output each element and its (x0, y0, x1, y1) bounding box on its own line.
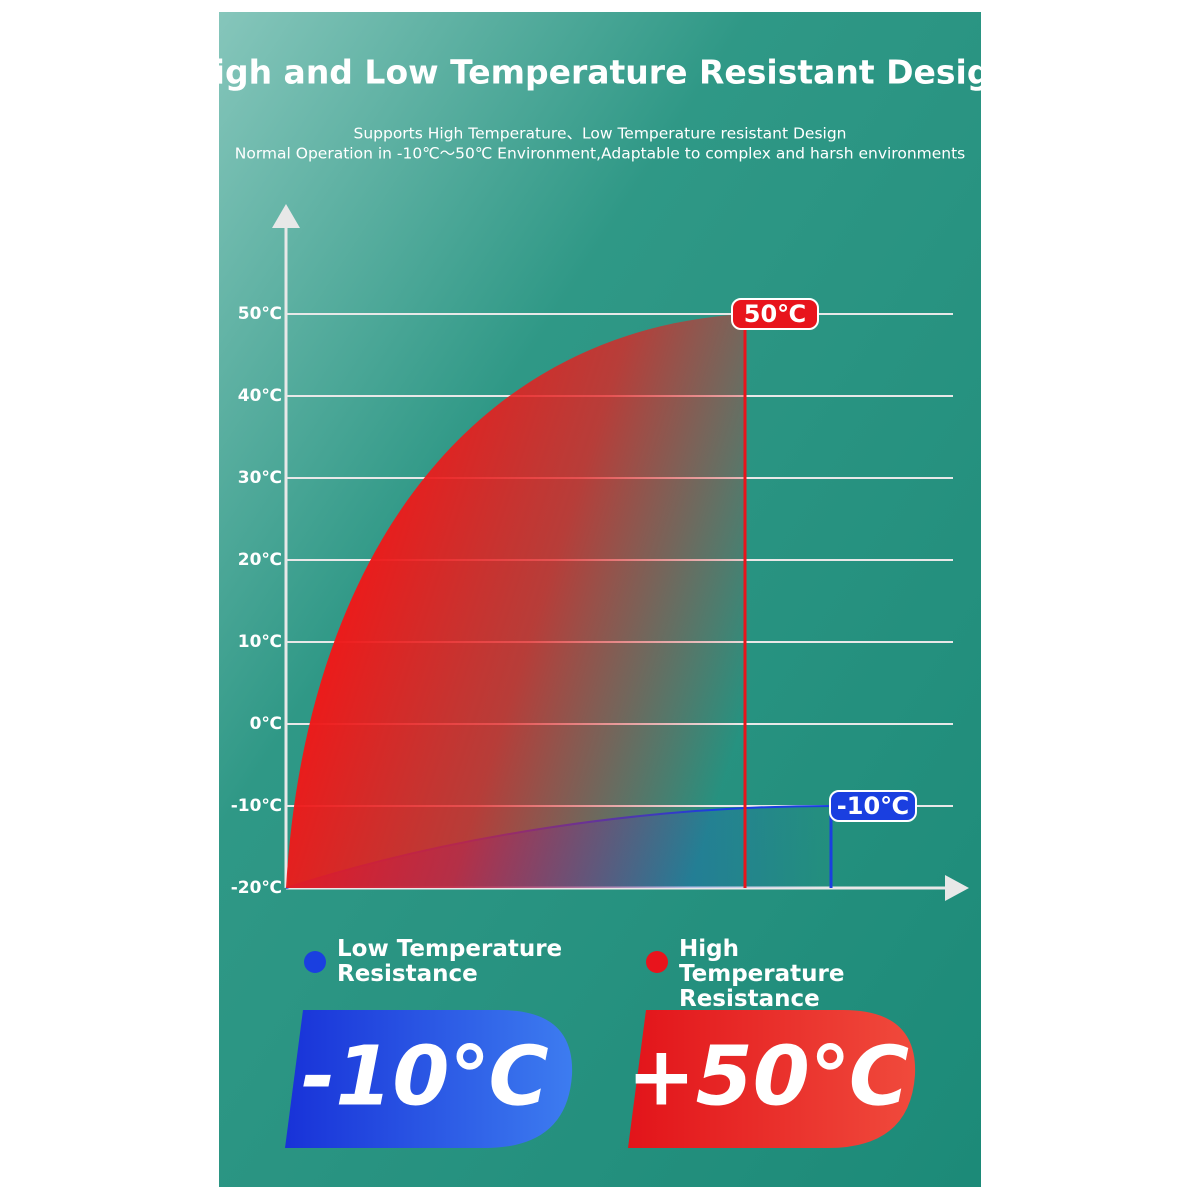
y-tick-label: 50℃ (238, 304, 282, 324)
y-tick-label: -10℃ (231, 796, 282, 816)
x-axis-arrow (945, 875, 969, 901)
badge-label: -10℃ (301, 1029, 548, 1124)
value-label: -10℃ (837, 792, 909, 820)
badge-label: +50℃ (627, 1029, 909, 1124)
y-tick-label: 40℃ (238, 386, 282, 406)
chart-title: High and Low Temperature Resistant Desig… (186, 53, 1014, 92)
legend-label: High Temperature Resistance (679, 936, 845, 1012)
area (286, 314, 745, 888)
value-pill (731, 298, 819, 330)
legend-marker (646, 951, 668, 973)
y-tick-label: 30℃ (238, 468, 282, 488)
legend-label: Low Temperature Resistance (337, 936, 563, 987)
y-tick-label: 20℃ (238, 550, 282, 570)
badge (628, 1010, 916, 1148)
subtitle: Normal Operation in -10℃～50℃ Environment… (235, 145, 966, 163)
y-tick-label: 0℃ (250, 714, 282, 734)
value-pill (829, 790, 917, 822)
legend-marker (304, 951, 326, 973)
y-axis-arrow (272, 204, 300, 228)
badge (285, 1010, 573, 1148)
y-tick-label: -20℃ (231, 878, 282, 898)
y-tick-label: 10℃ (238, 632, 282, 652)
subtitle: Supports High Temperature、Low Temperatur… (353, 125, 846, 143)
value-label: 50℃ (744, 300, 806, 328)
